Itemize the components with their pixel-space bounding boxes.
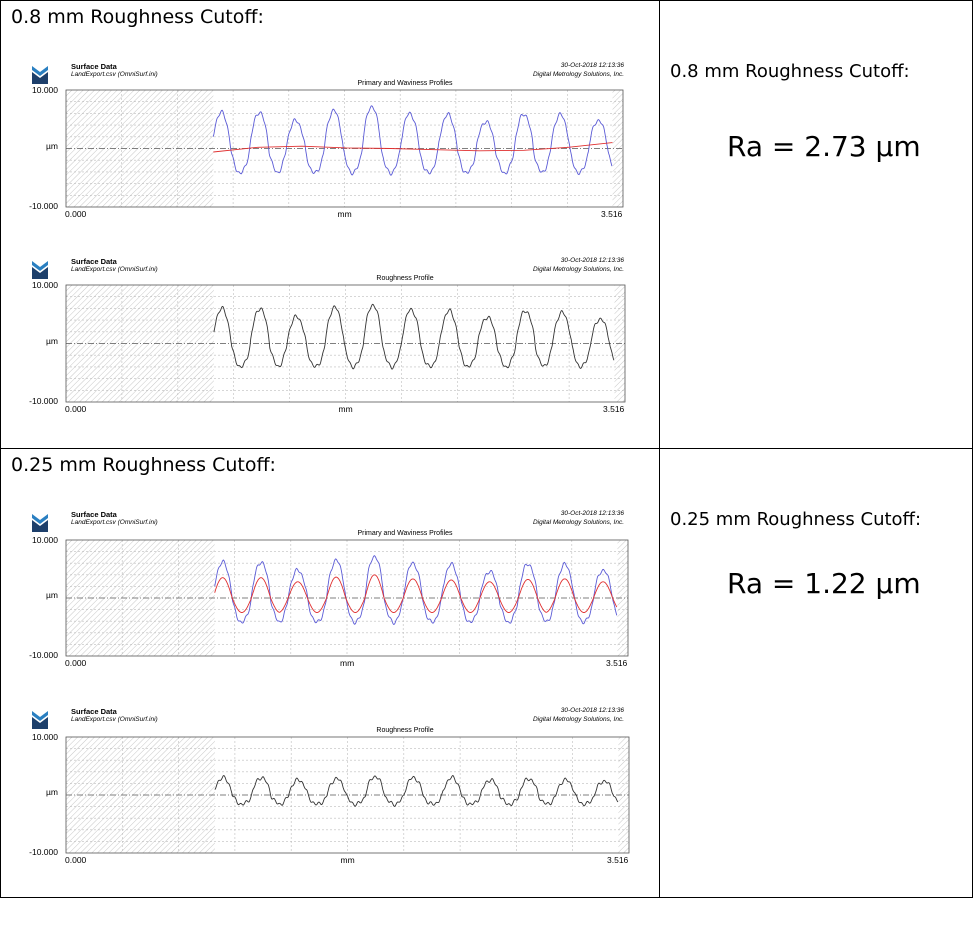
profile-plot	[65, 539, 629, 657]
report-company: Digital Metrology Solutions, Inc.	[532, 71, 624, 78]
chart-title: Primary and Waviness Profiles	[357, 530, 453, 537]
report-panel: Surface Data LandExport.csv (OmniSurf.ini…	[0, 705, 660, 900]
primary-profile-line	[214, 555, 618, 626]
y-axis-bottom-label: -10.000	[29, 650, 58, 660]
report-panel: Surface Data LandExport.csv (OmniSurf.ini…	[0, 508, 660, 703]
report-date: 30-Oct-2018 12:13:36	[560, 62, 624, 69]
x-axis-left-label: 0.000	[65, 855, 87, 865]
chart-title: Roughness Profile	[376, 275, 434, 282]
y-axis-bottom-label: -10.000	[29, 847, 58, 857]
report-company: Digital Metrology Solutions, Inc.	[532, 716, 624, 723]
y-axis-top-label: 10.000	[32, 280, 58, 290]
report-company: Digital Metrology Solutions, Inc.	[532, 519, 624, 526]
report-file: LandExport.csv (OmniSurf.ini)	[71, 71, 158, 78]
waviness-profile-line	[214, 574, 618, 613]
table-border-left	[0, 0, 1, 898]
company-logo-icon	[32, 261, 48, 279]
x-axis-right-label: 3.516	[601, 209, 623, 219]
roughness-profile-line	[214, 774, 619, 807]
table-row-divider	[0, 448, 973, 449]
y-axis-unit-label: µm	[46, 335, 58, 346]
x-axis-left-label: 0.000	[65, 404, 87, 414]
plot-frame	[65, 736, 630, 854]
x-axis-unit-label: mm	[338, 404, 353, 414]
company-logo-icon	[32, 711, 48, 729]
report-company: Digital Metrology Solutions, Inc.	[532, 266, 624, 273]
profile-plot	[65, 284, 626, 403]
y-axis-bottom-label: -10.000	[29, 396, 58, 406]
report-date: 30-Oct-2018 12:13:36	[560, 707, 624, 714]
company-logo-icon	[32, 66, 48, 84]
report-file: LandExport.csv (OmniSurf.ini)	[71, 519, 158, 526]
plot-frame	[65, 284, 626, 403]
side-heading: 0.25 mm Roughness Cutoff:	[670, 509, 922, 530]
chart-title: Roughness Profile	[376, 727, 434, 734]
chart-title: Primary and Waviness Profiles	[357, 80, 453, 87]
x-axis-unit-label: mm	[340, 658, 355, 668]
y-axis-unit-label: µm	[46, 590, 58, 600]
table-border-top	[0, 0, 973, 1]
report-date: 30-Oct-2018 12:13:36	[560, 257, 624, 264]
excluded-region-right	[617, 540, 628, 656]
plot-frame	[65, 89, 624, 208]
report-panel: Surface Data LandExport.csv (OmniSurf.ini…	[0, 60, 660, 255]
profile-plot	[65, 736, 630, 854]
report-date: 30-Oct-2018 12:13:36	[560, 510, 624, 517]
y-axis-top-label: 10.000	[32, 85, 58, 95]
y-axis-bottom-label: -10.000	[29, 201, 58, 211]
report-title: Surface Data	[71, 62, 117, 71]
x-axis-unit-label: mm	[340, 855, 355, 865]
report-title: Surface Data	[71, 510, 117, 519]
y-axis-unit-label: µm	[46, 140, 58, 151]
report-file: LandExport.csv (OmniSurf.ini)	[71, 716, 158, 723]
report-file: LandExport.csv (OmniSurf.ini)	[71, 266, 158, 273]
waviness-profile-line	[213, 142, 613, 153]
plot-frame	[65, 539, 629, 657]
x-axis-left-label: 0.000	[65, 658, 87, 668]
x-axis-left-label: 0.000	[65, 209, 87, 219]
x-axis-unit-label: mm	[337, 209, 352, 219]
y-axis-top-label: 10.000	[32, 732, 58, 742]
side-heading: 0.8 mm Roughness Cutoff:	[670, 61, 910, 82]
row-heading: 0.25 mm Roughness Cutoff:	[11, 454, 276, 476]
excluded-region-right	[618, 737, 629, 853]
report-title: Surface Data	[71, 707, 117, 716]
ra-value: Ra = 1.22 µm	[727, 567, 921, 600]
y-axis-top-label: 10.000	[32, 535, 58, 545]
table-border-right	[972, 0, 973, 898]
table-border-bottom	[0, 897, 973, 898]
roughness-profile-line	[213, 303, 615, 370]
report-title: Surface Data	[71, 257, 117, 266]
table-col-divider	[659, 0, 660, 898]
ra-value: Ra = 2.73 µm	[727, 130, 921, 163]
x-axis-right-label: 3.516	[603, 404, 625, 414]
y-axis-unit-label: µm	[46, 787, 58, 797]
report-panel: Surface Data LandExport.csv (OmniSurf.ini…	[0, 255, 660, 450]
primary-profile-line	[212, 105, 613, 176]
company-logo-icon	[32, 514, 48, 532]
row-heading: 0.8 mm Roughness Cutoff:	[11, 6, 264, 28]
profile-plot	[65, 89, 624, 208]
x-axis-right-label: 3.516	[606, 658, 628, 668]
x-axis-right-label: 3.516	[607, 855, 629, 865]
